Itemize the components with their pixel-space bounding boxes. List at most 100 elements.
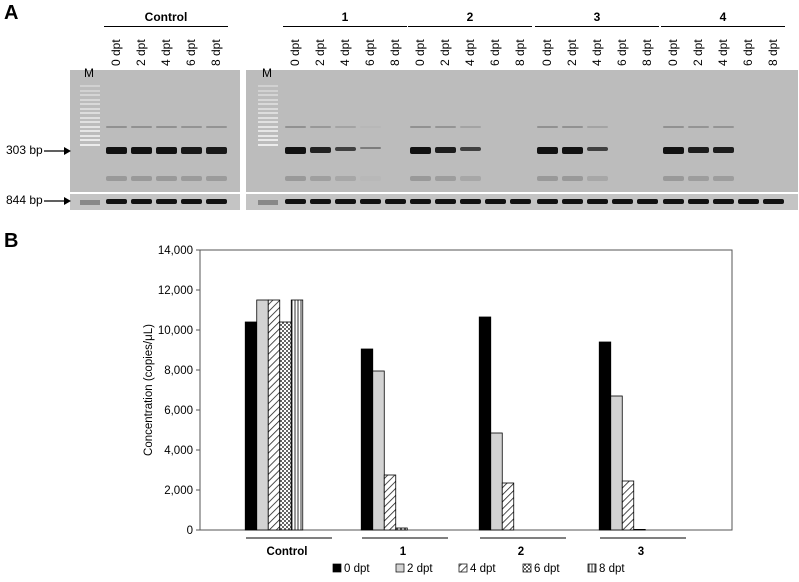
band-faint [410, 126, 431, 128]
ladder-band [258, 107, 278, 110]
ladder-band [80, 121, 100, 123]
band-844 [385, 199, 406, 204]
band-primer [285, 176, 306, 181]
band-label-303: 303 bp [6, 143, 43, 157]
y-tick-label: 2,000 [164, 485, 193, 497]
ladder-band [258, 125, 278, 128]
band-303 [537, 147, 558, 154]
band-faint [156, 126, 177, 128]
band-303 [360, 147, 381, 149]
bar-2-dpt [490, 432, 503, 531]
bar-6-dpt [633, 528, 646, 531]
ladder-band [80, 107, 100, 110]
y-axis-label: Concentration (copies/μL) [143, 324, 155, 456]
band-303 [688, 147, 709, 154]
panel-a-letter: A [4, 2, 19, 24]
ladder-band [80, 85, 100, 87]
band-primer [156, 176, 177, 181]
band-primer [537, 176, 558, 181]
band-303 [131, 147, 152, 154]
y-tick-label: 14,000 [158, 245, 193, 257]
band-primer [562, 176, 583, 181]
bar-6-dpt [395, 527, 408, 531]
ladder-band [80, 94, 100, 96]
band-primer [181, 176, 202, 181]
y-tick-label: 4,000 [164, 445, 193, 457]
band-303 [206, 147, 227, 154]
category-label: 1 [400, 546, 407, 558]
bar-2-dpt [610, 395, 623, 531]
band-faint [310, 126, 331, 128]
category-label: 3 [638, 546, 644, 558]
band-844 [435, 199, 456, 204]
band-faint [131, 126, 152, 128]
band-label-844: 844 bp [6, 193, 43, 207]
ladder-band [258, 121, 278, 123]
bar-4-dpt [621, 480, 635, 531]
group-label-4: 4 [719, 10, 727, 24]
category-label: 2 [518, 546, 524, 558]
y-tick-label: 12,000 [158, 285, 193, 297]
band-844 [206, 199, 227, 204]
group-underline [104, 26, 228, 27]
band-faint [562, 126, 583, 128]
ladder-band [258, 143, 278, 146]
band-844 [738, 199, 759, 204]
band-303 [435, 147, 456, 154]
group-underline [535, 26, 659, 27]
band-primer [587, 176, 608, 181]
legend-swatch [458, 563, 468, 573]
band-844 [763, 199, 784, 204]
ladder-band [258, 139, 278, 141]
band-844 [510, 199, 531, 204]
y-tick-label: 6,000 [164, 405, 193, 417]
band-303 [460, 147, 481, 152]
bar-4-dpt [383, 474, 397, 531]
band-844 [485, 199, 506, 204]
band-303 [335, 147, 356, 152]
band-303 [663, 147, 684, 154]
ladder-band [258, 116, 278, 119]
legend-label: 2 dpt [407, 563, 433, 575]
band-844 [131, 199, 152, 204]
band-844 [335, 199, 356, 204]
group-label-2: 2 [466, 10, 474, 24]
ladder-band [80, 125, 100, 128]
bar-6-dpt [279, 321, 292, 531]
band-primer [206, 176, 227, 181]
band-844 [587, 199, 608, 204]
bar-0-dpt [360, 348, 374, 531]
legend-label: 8 dpt [599, 563, 625, 575]
band-primer [106, 176, 127, 181]
band-844 [562, 199, 583, 204]
band-303 [285, 147, 306, 154]
band-844 [181, 199, 202, 204]
band-303 [562, 147, 583, 154]
band-844 [537, 199, 558, 204]
ladder-band [258, 85, 278, 87]
band-primer [435, 176, 456, 181]
band-844 [310, 199, 331, 204]
bar-4-dpt [501, 482, 515, 531]
band-844 [285, 199, 306, 204]
marker-label: M [84, 66, 94, 80]
band-303 [156, 147, 177, 154]
band-faint [106, 126, 127, 128]
bar-0-dpt [478, 316, 492, 531]
band-844 [156, 199, 177, 204]
band-844 [713, 199, 734, 204]
y-tick-label: 0 [187, 525, 193, 537]
ladder-band [258, 98, 278, 101]
ladder-band [258, 130, 278, 132]
group-label-3: 3 [593, 10, 601, 24]
ladder-band [258, 94, 278, 96]
legend-swatch [587, 563, 597, 573]
band-844 [612, 199, 633, 204]
band-primer [310, 176, 331, 181]
band-faint [206, 126, 227, 128]
concentration-bar-chart: 0 2,000 4,000 6,000 8,000 10,000 12,000 14,000 C… [143, 245, 733, 575]
group-label-0: Control [144, 10, 188, 24]
bar-0-dpt [598, 341, 612, 531]
ladder-band [80, 98, 100, 101]
ladder-band [80, 89, 100, 92]
